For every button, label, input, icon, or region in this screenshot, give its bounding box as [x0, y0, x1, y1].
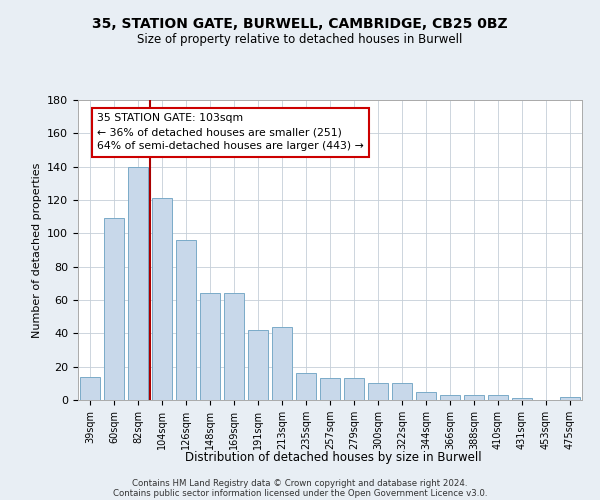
Text: Contains HM Land Registry data © Crown copyright and database right 2024.: Contains HM Land Registry data © Crown c… — [132, 480, 468, 488]
Bar — [560, 396, 580, 400]
Bar — [368, 384, 388, 400]
Bar — [128, 166, 148, 400]
Bar — [344, 378, 364, 400]
Bar — [272, 326, 292, 400]
Text: 35 STATION GATE: 103sqm
← 36% of detached houses are smaller (251)
64% of semi-d: 35 STATION GATE: 103sqm ← 36% of detache… — [97, 114, 364, 152]
Bar — [512, 398, 532, 400]
Bar — [248, 330, 268, 400]
Bar — [80, 376, 100, 400]
Bar — [416, 392, 436, 400]
Bar — [464, 395, 484, 400]
Y-axis label: Number of detached properties: Number of detached properties — [32, 162, 41, 338]
Bar — [200, 294, 220, 400]
Bar — [104, 218, 124, 400]
Bar — [224, 294, 244, 400]
Text: Size of property relative to detached houses in Burwell: Size of property relative to detached ho… — [137, 32, 463, 46]
Text: 35, STATION GATE, BURWELL, CAMBRIDGE, CB25 0BZ: 35, STATION GATE, BURWELL, CAMBRIDGE, CB… — [92, 18, 508, 32]
Bar — [440, 395, 460, 400]
Bar — [488, 395, 508, 400]
Bar — [392, 384, 412, 400]
Text: Distribution of detached houses by size in Burwell: Distribution of detached houses by size … — [185, 451, 481, 464]
Text: Contains public sector information licensed under the Open Government Licence v3: Contains public sector information licen… — [113, 490, 487, 498]
Bar — [320, 378, 340, 400]
Bar — [296, 374, 316, 400]
Bar — [152, 198, 172, 400]
Bar — [176, 240, 196, 400]
